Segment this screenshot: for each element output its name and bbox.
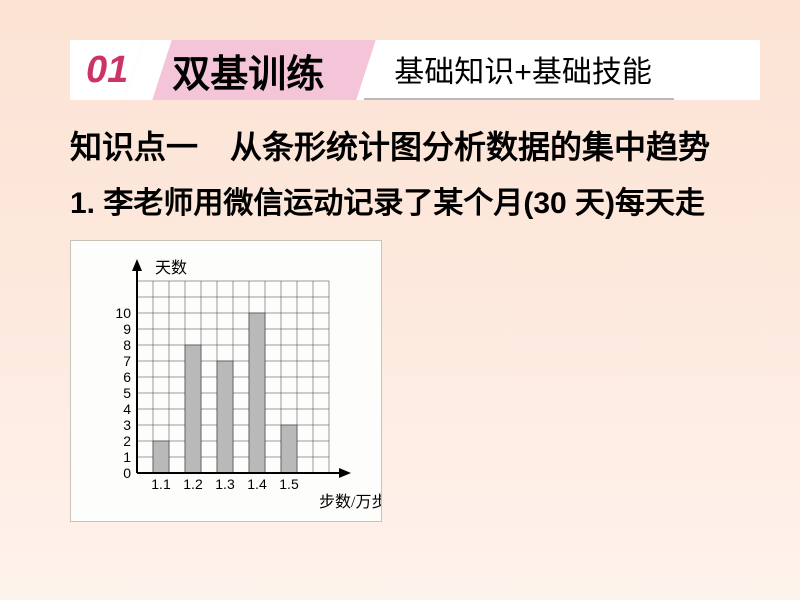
question-text: 1. 李老师用微信运动记录了某个月(30 天)每天走 — [70, 178, 760, 222]
bar-chart: 1.1 1.2 1.3 1.4 1.5 012345678910 天数步数/万步 — [70, 240, 382, 522]
section-number: 01 — [70, 40, 148, 100]
svg-text:10: 10 — [115, 305, 131, 321]
svg-text:1.5: 1.5 — [279, 476, 299, 492]
svg-text:0: 0 — [123, 465, 131, 481]
svg-text:1.4: 1.4 — [247, 476, 267, 492]
svg-text:1.3: 1.3 — [215, 476, 235, 492]
svg-text:2: 2 — [123, 433, 131, 449]
section-subtitle: 基础知识+基础技能 — [364, 40, 674, 100]
svg-text:天数: 天数 — [155, 259, 187, 277]
section-title: 双基训练 — [148, 40, 352, 100]
svg-text:8: 8 — [123, 337, 131, 353]
header: 01 双基训练 基础知识+基础技能 — [70, 40, 760, 100]
svg-text:1: 1 — [123, 449, 131, 465]
svg-text:步数/万步: 步数/万步 — [319, 493, 381, 511]
svg-text:4: 4 — [123, 401, 131, 417]
svg-text:1.1: 1.1 — [151, 476, 171, 492]
svg-text:6: 6 — [123, 369, 131, 385]
svg-text:3: 3 — [123, 417, 131, 433]
svg-text:9: 9 — [123, 321, 131, 337]
knowledge-point: 知识点一 从条形统计图分析数据的集中趋势 — [70, 122, 760, 168]
svg-text:5: 5 — [123, 385, 131, 401]
svg-text:1.2: 1.2 — [183, 476, 203, 492]
svg-text:7: 7 — [123, 353, 131, 369]
